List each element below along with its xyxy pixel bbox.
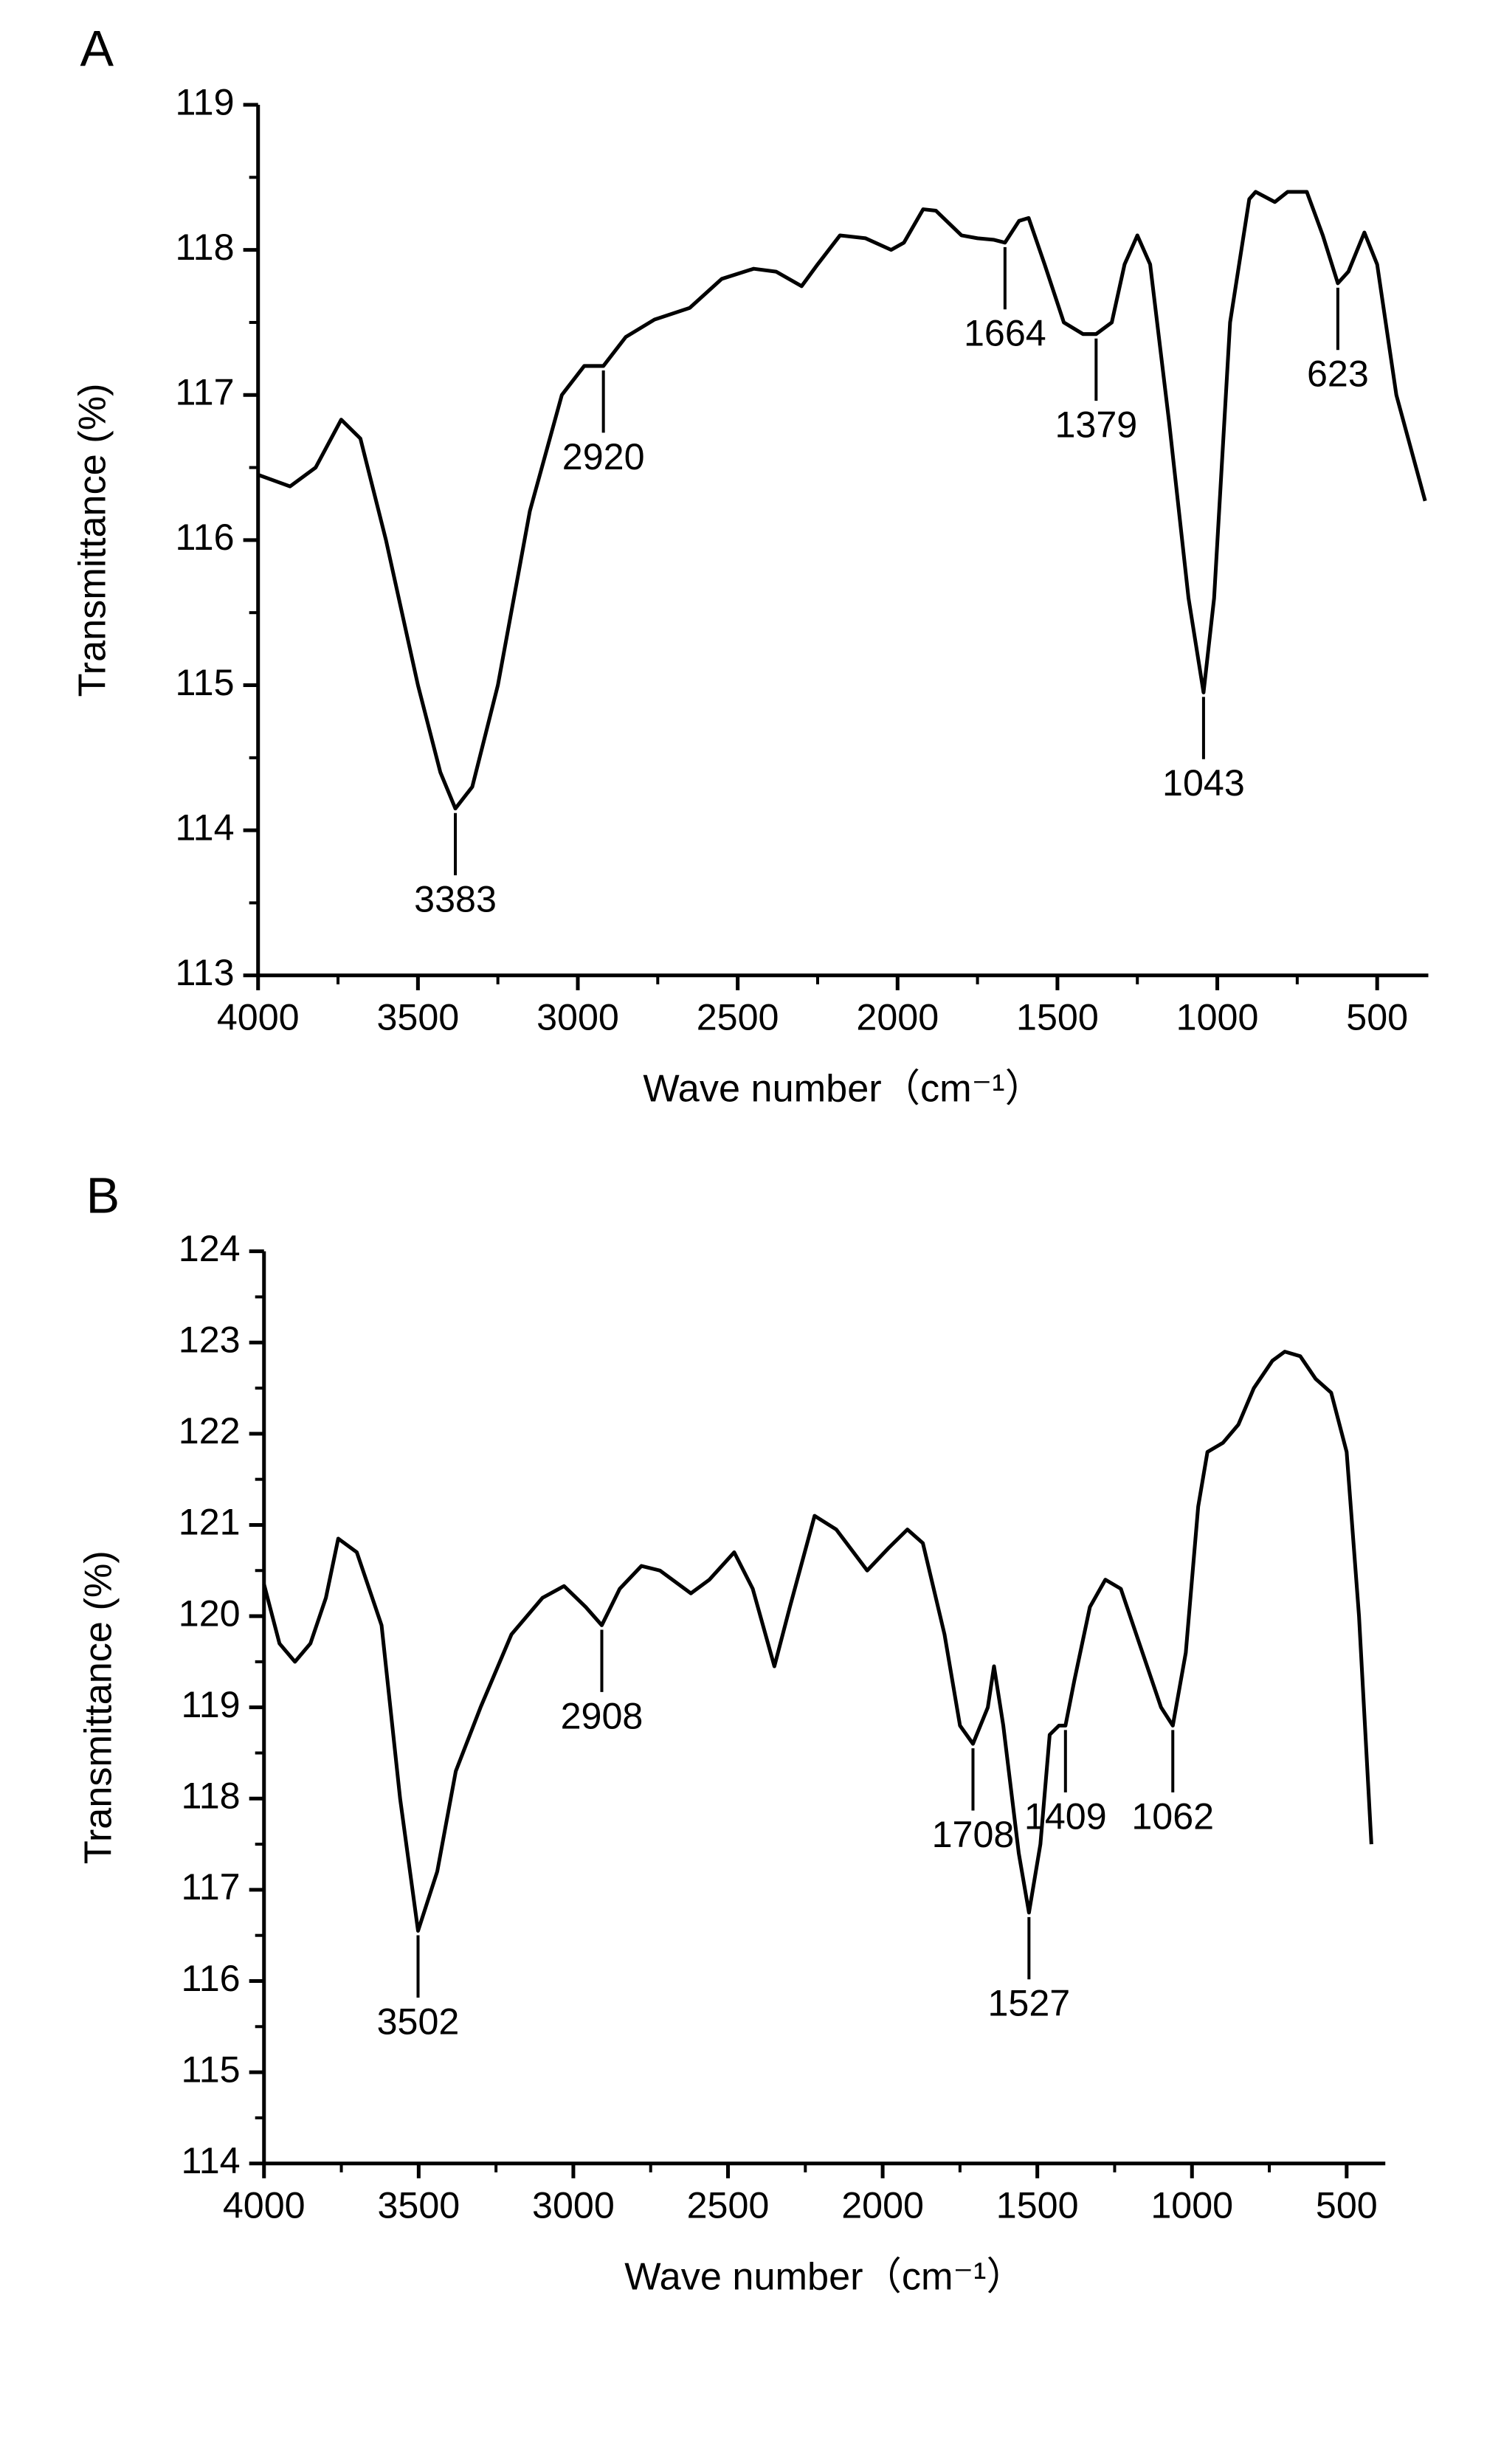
panel: B 114 115 116 117 118 119 120 121 122 123 124 4000 35… (77, 1167, 1386, 2298)
y-tick-label: 115 (182, 2049, 241, 2090)
peak-label: 3502 (377, 2001, 460, 2042)
y-tick-label: 123 (179, 1319, 241, 1361)
peak-label: 623 (1307, 353, 1369, 395)
y-tick-label: 122 (179, 1410, 241, 1452)
panel-label: B (86, 1167, 120, 1224)
x-tick-label: 2500 (697, 996, 779, 1038)
peak-label: 1527 (987, 1983, 1070, 2024)
spectrum-line (262, 1350, 1373, 1933)
y-tick-label: 117 (182, 1866, 241, 1908)
x-tick-label: 1500 (1016, 996, 1099, 1038)
y-tick-label: 119 (175, 81, 234, 122)
peak-label: 2908 (561, 1695, 643, 1736)
y-tick-label: 116 (182, 1958, 241, 1999)
x-axis-label: Wave number（cm⁻¹） (624, 2255, 1024, 2298)
x-tick-label: 3000 (532, 2184, 615, 2226)
y-tick-label: 113 (175, 952, 234, 993)
y-tick-label: 116 (175, 517, 234, 558)
peak-label: 1409 (1024, 1795, 1107, 1837)
y-tick-label: 118 (175, 227, 234, 268)
peak-label: 1708 (932, 1814, 1015, 1855)
x-tick-label: 2000 (841, 2184, 924, 2226)
y-tick-label: 114 (182, 2140, 241, 2181)
y-tick-label: 118 (182, 1775, 241, 1817)
x-tick-label: 3500 (377, 2184, 460, 2226)
panel: A 113 114 115 116 117 118 119 4000 3500 3000 2500 20… (71, 21, 1429, 1110)
x-tick-label: 4000 (223, 2184, 306, 2226)
peak-label: 1062 (1131, 1795, 1214, 1837)
y-tick-label: 121 (179, 1502, 241, 1543)
peak-label: 1664 (964, 313, 1046, 354)
x-tick-label: 3000 (536, 996, 619, 1038)
peak-label: 1043 (1162, 762, 1245, 804)
peak-label: 1379 (1055, 404, 1137, 446)
y-axis-label: Transmittance (%) (77, 1550, 120, 1864)
x-tick-label: 1000 (1150, 2184, 1233, 2226)
y-tick-label: 124 (179, 1228, 241, 1269)
y-axis-label: Transmittance (%) (71, 383, 114, 697)
y-tick-label: 117 (175, 372, 234, 413)
y-tick-label: 120 (179, 1592, 241, 1634)
x-tick-label: 500 (1346, 996, 1408, 1038)
x-axis-label: Wave number（cm⁻¹） (643, 1067, 1043, 1110)
x-tick-label: 2000 (856, 996, 939, 1038)
x-tick-label: 1000 (1176, 996, 1259, 1038)
x-tick-label: 4000 (217, 996, 300, 1038)
peak-label: 3383 (414, 879, 497, 920)
x-tick-label: 3500 (376, 996, 459, 1038)
y-tick-label: 119 (182, 1684, 241, 1725)
peak-label: 2920 (562, 436, 645, 477)
y-tick-label: 115 (175, 662, 234, 703)
y-tick-label: 114 (175, 807, 234, 848)
panel-label: A (80, 21, 114, 77)
x-tick-label: 1500 (996, 2184, 1079, 2226)
spectrum-line (257, 190, 1427, 811)
x-tick-label: 500 (1316, 2184, 1378, 2226)
x-tick-label: 2500 (687, 2184, 770, 2226)
